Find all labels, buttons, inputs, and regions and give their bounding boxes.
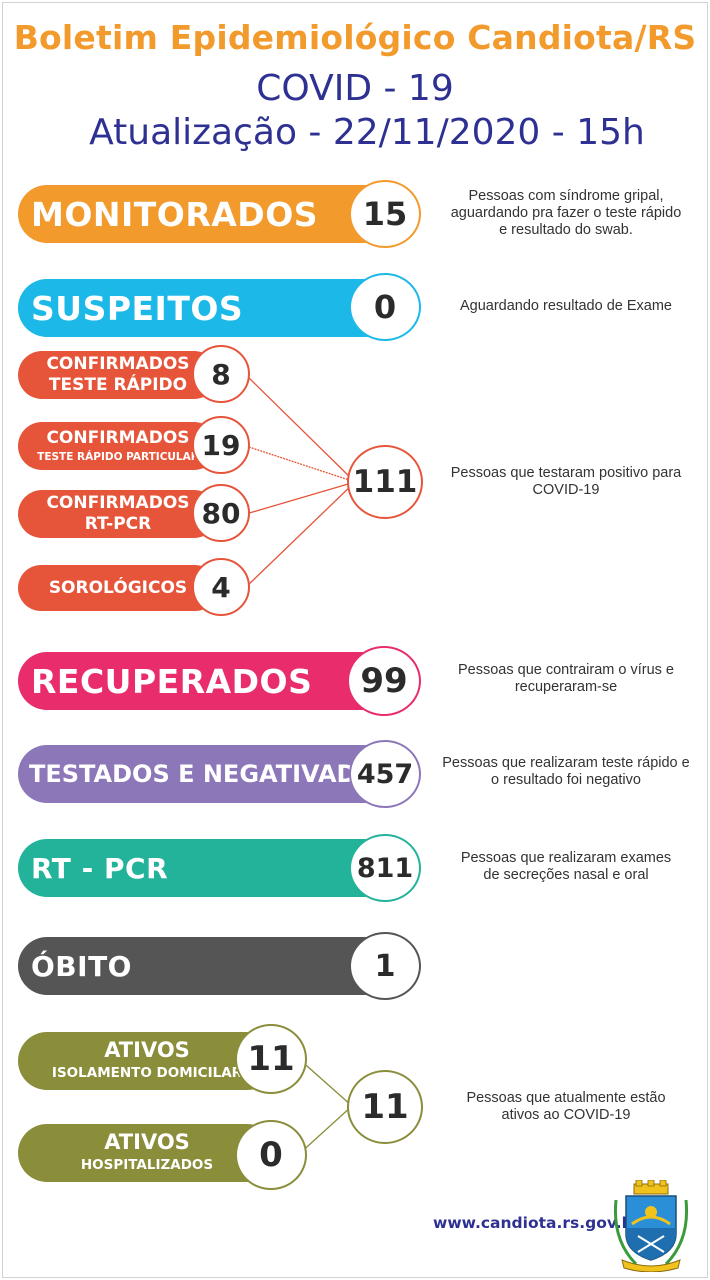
recuperados-count: 99	[347, 646, 421, 716]
suspeitos-bar: SUSPEITOS	[18, 279, 394, 337]
rt-pcr-description: Pessoas que realizaram exames de secreçõ…	[430, 850, 702, 884]
update-timestamp: Atualização - 22/11/2020 - 15h	[89, 112, 645, 153]
obito-bar: ÓBITO	[18, 937, 394, 995]
desc-line: Aguardando resultado de Exame	[459, 298, 672, 314]
desc-line: Pessoas que realizaram exames	[460, 850, 672, 866]
desc-line: Pessoas com síndrome gripal,	[468, 188, 664, 204]
ativos-isolamento-label-1: ATIVOS	[104, 1038, 190, 1062]
ativos-isolamento-label-2: ISOLAMENTO DOMICILAR	[51, 1065, 243, 1081]
connector-line-hospitalizados	[297, 1105, 353, 1156]
desc-line: Pessoas que contrairam o vírus e	[458, 662, 674, 678]
confirmados-particular-count: 19	[192, 416, 250, 474]
ativos-hospitalizados-bar: ATIVOS HOSPITALIZADOS	[18, 1124, 276, 1182]
connector-line-sorologicos	[245, 481, 356, 588]
confirmados-pcr-label-2: RT-PCR	[84, 514, 152, 534]
desc-line: Pessoas que atualmente estão	[466, 1090, 666, 1106]
desc-line: Pessoas que testaram positivo para	[450, 465, 682, 481]
recuperados-bar: RECUPERADOS	[18, 652, 394, 710]
bulletin-title: Boletim Epidemiológico Candiota/RS	[13, 18, 697, 57]
testados-negativados-bar: TESTADOS E NEGATIVADOS	[18, 745, 394, 803]
rt-pcr-value: 811	[356, 852, 414, 884]
confirmados-rapido-bar: CONFIRMADOS TESTE RÁPIDO	[18, 351, 218, 399]
sorologicos-bar: SOROLÓGICOS	[18, 565, 218, 611]
bulletin-subtitle: COVID - 19	[256, 68, 454, 109]
desc-line: o resultado foi negativo	[491, 772, 641, 788]
recuperados-value: 99	[360, 661, 408, 701]
monitorados-description: Pessoas com síndrome gripal, aguardando …	[430, 188, 702, 239]
suspeitos-value: 0	[373, 288, 397, 326]
testados-negativados-count: 457	[349, 740, 421, 808]
connector-line-particular	[245, 445, 356, 483]
suspeitos-description: Aguardando resultado de Exame	[430, 298, 702, 315]
confirmados-particular-value: 19	[201, 428, 241, 462]
ativos-hospitalizados-label-2: HOSPITALIZADOS	[80, 1157, 214, 1173]
desc-line: recuperaram-se	[514, 679, 618, 695]
testados-negativados-value: 457	[356, 758, 414, 790]
recuperados-label: RECUPERADOS	[31, 661, 313, 701]
confirmados-rapido-label-1: CONFIRMADOS	[46, 354, 190, 374]
obito-value: 1	[374, 948, 396, 984]
confirmados-rapido-count: 8	[192, 345, 250, 403]
sorologicos-value: 4	[211, 570, 231, 604]
ativos-total-description: Pessoas que atualmente estão ativos ao C…	[430, 1090, 702, 1124]
confirmados-particular-bar: CONFIRMADOS TESTE RÁPIDO PARTICULAR	[18, 422, 218, 470]
confirmados-particular-label-2: TESTE RÁPIDO PARTICULAR	[37, 450, 199, 463]
confirmados-total-description: Pessoas que testaram positivo para COVID…	[430, 465, 702, 499]
ativos-total-value: 11	[361, 1087, 409, 1127]
ativos-hospitalizados-value: 0	[259, 1135, 283, 1175]
desc-line: e resultado do swab.	[499, 222, 633, 238]
desc-line: COVID-19	[532, 482, 600, 498]
confirmados-rapido-value: 8	[211, 357, 231, 391]
testados-negativados-description: Pessoas que realizaram teste rápido e o …	[430, 755, 702, 789]
suspeitos-label: SUSPEITOS	[31, 288, 244, 328]
monitorados-bar: MONITORADOS	[18, 185, 394, 243]
confirmados-rapido-label-2: TESTE RÁPIDO	[48, 375, 188, 395]
sorologicos-count: 4	[192, 558, 250, 616]
desc-line: de secreções nasal e oral	[483, 867, 649, 883]
website-link[interactable]: www.candiota.rs.gov.br	[433, 1214, 641, 1232]
ativos-isolamento-count: 11	[235, 1024, 307, 1094]
monitorados-count: 15	[349, 180, 421, 248]
monitorados-value: 15	[362, 195, 408, 233]
ativos-total-count: 11	[347, 1070, 423, 1144]
ativos-isolamento-bar: ATIVOS ISOLAMENTO DOMICILAR	[18, 1032, 276, 1090]
ativos-isolamento-value: 11	[247, 1039, 295, 1079]
desc-line: ativos ao COVID-19	[501, 1107, 631, 1123]
municipal-coat-of-arms-icon	[613, 1180, 689, 1272]
obito-label: ÓBITO	[31, 949, 132, 983]
desc-line: Pessoas que realizaram teste rápido e	[442, 755, 690, 771]
confirmados-pcr-value: 80	[201, 496, 241, 530]
connector-line-pcr	[245, 481, 356, 515]
ativos-hospitalizados-label-1: ATIVOS	[104, 1130, 190, 1154]
desc-line: aguardando pra fazer o teste rápido	[450, 205, 682, 221]
sorologicos-label: SOROLÓGICOS	[48, 577, 188, 598]
confirmados-pcr-label-1: CONFIRMADOS	[46, 493, 190, 513]
confirmados-total-value: 111	[352, 464, 418, 500]
testados-negativados-label: TESTADOS E NEGATIVADOS	[29, 760, 395, 788]
ativos-hospitalizados-count: 0	[235, 1120, 307, 1190]
confirmados-pcr-bar: CONFIRMADOS RT-PCR	[18, 490, 218, 538]
confirmados-pcr-count: 80	[192, 484, 250, 542]
recuperados-description: Pessoas que contrairam o vírus e recuper…	[430, 662, 702, 696]
connector-line-isolamento	[297, 1057, 353, 1107]
suspeitos-count: 0	[349, 273, 421, 341]
monitorados-label: MONITORADOS	[31, 194, 319, 234]
obito-count: 1	[349, 932, 421, 1000]
confirmados-total-count: 111	[347, 445, 423, 519]
rt-pcr-count: 811	[349, 834, 421, 902]
confirmados-particular-label-1: CONFIRMADOS	[46, 427, 190, 448]
rt-pcr-bar: RT - PCR	[18, 839, 394, 897]
rt-pcr-label: RT - PCR	[31, 851, 169, 885]
connector-line-rapido	[245, 374, 356, 483]
